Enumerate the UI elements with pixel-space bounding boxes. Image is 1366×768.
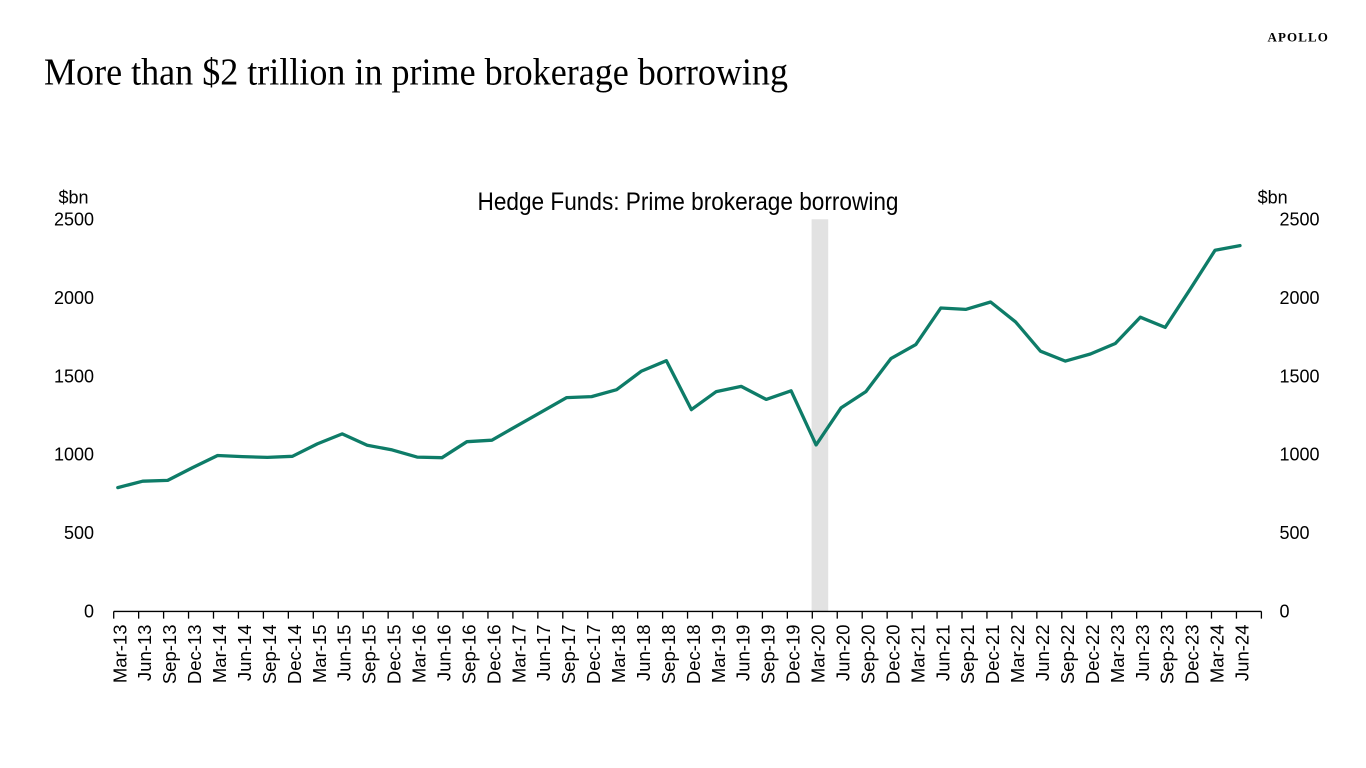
svg-text:Jun-14: Jun-14	[234, 625, 255, 682]
svg-text:Dec-14: Dec-14	[284, 625, 305, 685]
svg-text:Jun-22: Jun-22	[1032, 625, 1053, 682]
svg-text:Mar-16: Mar-16	[409, 625, 430, 684]
svg-text:2500: 2500	[54, 210, 94, 230]
svg-text:Mar-21: Mar-21	[907, 625, 928, 684]
svg-text:2000: 2000	[54, 288, 94, 308]
svg-text:0: 0	[84, 601, 94, 621]
svg-text:Sep-13: Sep-13	[159, 625, 180, 685]
svg-text:Jun-21: Jun-21	[932, 625, 953, 682]
svg-text:Jun-17: Jun-17	[533, 625, 554, 682]
svg-text:Dec-13: Dec-13	[184, 625, 205, 685]
svg-text:Dec-17: Dec-17	[583, 625, 604, 685]
svg-text:Sep-22: Sep-22	[1057, 625, 1078, 685]
svg-text:1500: 1500	[54, 366, 94, 386]
svg-text:Sep-21: Sep-21	[957, 624, 978, 684]
svg-text:2000: 2000	[1280, 288, 1320, 308]
svg-text:Sep-14: Sep-14	[259, 625, 280, 685]
svg-text:Mar-22: Mar-22	[1007, 625, 1028, 684]
svg-text:Mar-23: Mar-23	[1107, 625, 1128, 684]
svg-text:Mar-17: Mar-17	[508, 625, 529, 684]
svg-text:1500: 1500	[1280, 366, 1320, 386]
svg-text:Sep-16: Sep-16	[458, 625, 479, 685]
svg-text:Dec-20: Dec-20	[882, 625, 903, 685]
svg-text:Dec-18: Dec-18	[683, 625, 704, 685]
svg-text:Jun-24: Jun-24	[1232, 625, 1253, 682]
svg-text:$bn: $bn	[58, 187, 88, 207]
svg-text:Hedge Funds: Prime brokerage b: Hedge Funds: Prime brokerage borrowing	[478, 188, 899, 216]
svg-text:Sep-20: Sep-20	[857, 625, 878, 685]
svg-text:1000: 1000	[1280, 445, 1320, 465]
svg-text:Dec-21: Dec-21	[982, 625, 1003, 685]
svg-text:Sep-23: Sep-23	[1157, 625, 1178, 685]
svg-text:Mar-14: Mar-14	[209, 625, 230, 684]
svg-text:2500: 2500	[1280, 210, 1320, 230]
svg-text:Jun-19: Jun-19	[733, 625, 754, 682]
svg-text:Dec-16: Dec-16	[483, 625, 504, 685]
svg-text:Jun-18: Jun-18	[633, 625, 654, 682]
svg-text:More than $2 trillion in prime: More than $2 trillion in prime brokerage…	[44, 51, 788, 93]
svg-text:$bn: $bn	[1258, 187, 1288, 207]
svg-text:Sep-15: Sep-15	[359, 625, 380, 685]
svg-text:Mar-19: Mar-19	[708, 625, 729, 684]
svg-text:Jun-23: Jun-23	[1132, 625, 1153, 682]
svg-text:0: 0	[1280, 601, 1290, 621]
svg-text:Dec-15: Dec-15	[384, 625, 405, 685]
svg-text:Dec-19: Dec-19	[783, 625, 804, 685]
svg-text:Jun-15: Jun-15	[334, 625, 355, 682]
svg-text:Dec-22: Dec-22	[1082, 625, 1103, 685]
svg-text:Jun-16: Jun-16	[434, 625, 455, 682]
svg-text:Mar-15: Mar-15	[309, 625, 330, 684]
svg-text:Mar-13: Mar-13	[109, 625, 130, 684]
svg-text:Sep-18: Sep-18	[658, 625, 679, 685]
svg-text:APOLLO: APOLLO	[1268, 30, 1330, 45]
svg-text:Sep-17: Sep-17	[558, 625, 579, 685]
svg-text:Jun-20: Jun-20	[833, 625, 854, 682]
svg-text:Mar-18: Mar-18	[608, 625, 629, 684]
svg-text:Dec-23: Dec-23	[1182, 625, 1203, 685]
svg-text:500: 500	[1280, 523, 1310, 543]
svg-text:Mar-24: Mar-24	[1207, 625, 1228, 684]
svg-text:1000: 1000	[54, 445, 94, 465]
svg-text:Jun-13: Jun-13	[134, 625, 155, 682]
svg-text:500: 500	[64, 523, 94, 543]
svg-text:Sep-19: Sep-19	[758, 625, 779, 685]
svg-text:Mar-20: Mar-20	[808, 625, 829, 684]
